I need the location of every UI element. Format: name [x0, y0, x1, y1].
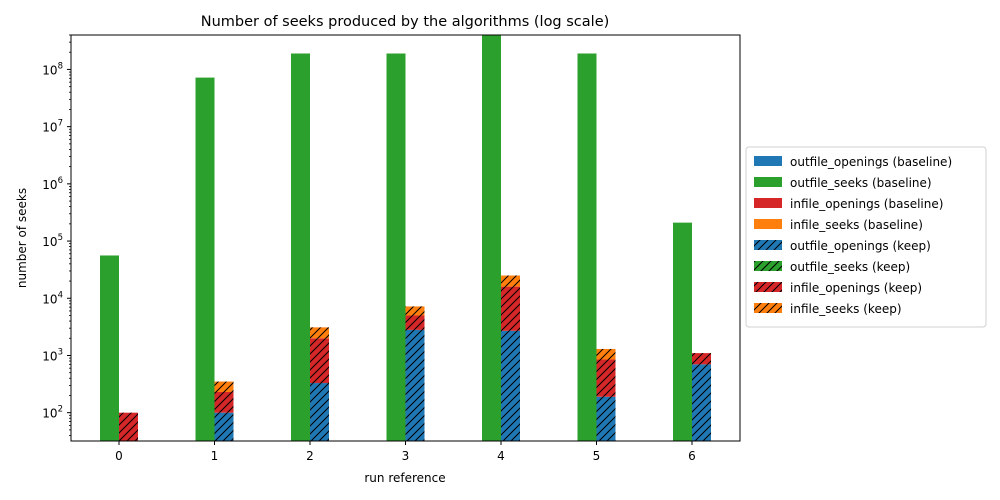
legend-entry-label: infile_seeks (keep) — [790, 302, 902, 316]
x-tick-label: 4 — [497, 449, 505, 463]
bar-hatch-run-1 — [214, 391, 234, 413]
bar-hatch-run-4 — [501, 275, 520, 287]
legend-entry-label: infile_seeks (baseline) — [790, 218, 923, 232]
y-tick-label: 104 — [42, 290, 63, 306]
legend-swatch-hatch — [754, 303, 782, 313]
bars — [100, 35, 711, 441]
bar-hatch-run-4 — [501, 286, 520, 331]
bar-outfile-seeks-baseline--run-2 — [291, 53, 310, 441]
y-tick-label: 103 — [42, 347, 63, 363]
bar-hatch-run-3 — [405, 306, 425, 316]
bar-hatch-run-3 — [405, 329, 425, 441]
x-tick-label: 2 — [306, 449, 314, 463]
bar-hatch-run-6 — [692, 353, 711, 365]
legend-swatch — [754, 198, 782, 208]
y-tick-label: 107 — [42, 119, 63, 135]
legend-swatch — [754, 219, 782, 229]
bar-hatch-run-5 — [596, 359, 616, 397]
legend-entry-label: outfile_openings (baseline) — [790, 155, 952, 169]
bar-hatch-run-2 — [310, 383, 329, 441]
legend-entry-label: outfile_openings (keep) — [790, 239, 931, 253]
legend: outfile_openings (baseline) outfile_seeks… — [745, 146, 987, 328]
bar-hatch-run-1 — [214, 412, 234, 441]
bar-hatch-run-4 — [501, 330, 520, 441]
bar-hatch-run-1 — [214, 381, 234, 392]
legend-entry-label: outfile_seeks (keep) — [790, 260, 910, 274]
x-tick-label: 3 — [402, 449, 410, 463]
x-axis-ticks: 0 1 2 3 4 5 6 — [115, 441, 696, 463]
y-tick-label: 108 — [42, 61, 63, 77]
legend-swatch — [754, 177, 782, 187]
legend-box — [745, 146, 987, 328]
legend-swatch-hatch — [754, 282, 782, 292]
chart-title: Number of seeks produced by the algorith… — [201, 14, 610, 30]
bar-hatch-run-2 — [310, 327, 329, 339]
legend-entry-label: infile_openings (baseline) — [790, 197, 943, 211]
x-tick-label: 6 — [688, 449, 696, 463]
y-tick-label: 106 — [42, 176, 63, 192]
bar-outfile-seeks-baseline--run-4 — [482, 35, 501, 441]
x-axis-label: run reference — [364, 471, 445, 485]
bar-hatch-run-6 — [692, 364, 711, 441]
x-tick-label: 0 — [115, 449, 123, 463]
bar-outfile-seeks-baseline--run-6 — [673, 222, 692, 441]
legend-swatch — [754, 156, 782, 166]
legend-swatch-hatch — [754, 240, 782, 250]
legend-swatch-hatch — [754, 261, 782, 271]
y-tick-label: 102 — [42, 405, 63, 421]
bar-hatch-run-5 — [596, 396, 616, 441]
bar-outfile-seeks-baseline--run-5 — [577, 53, 597, 441]
bar-hatch-run-2 — [310, 338, 329, 384]
legend-entry-label: infile_openings (keep) — [790, 281, 922, 295]
bar-hatch-run-3 — [405, 315, 425, 330]
bar-outfile-seeks-baseline--run-3 — [386, 53, 406, 441]
bar-hatch-run-5 — [596, 348, 616, 360]
y-axis-label: number of seeks — [15, 188, 29, 288]
bar-hatch-run-0 — [119, 412, 138, 441]
y-axis-ticks: 102 103 104 105 106 107 108 — [42, 34, 71, 436]
x-tick-label: 1 — [211, 449, 219, 463]
bar-outfile-seeks-baseline--run-0 — [100, 255, 119, 441]
legend-entry-label: outfile_seeks (baseline) — [790, 176, 932, 190]
y-tick-label: 105 — [42, 233, 63, 249]
bar-outfile-seeks-baseline--run-1 — [195, 77, 215, 441]
x-tick-label: 5 — [593, 449, 601, 463]
